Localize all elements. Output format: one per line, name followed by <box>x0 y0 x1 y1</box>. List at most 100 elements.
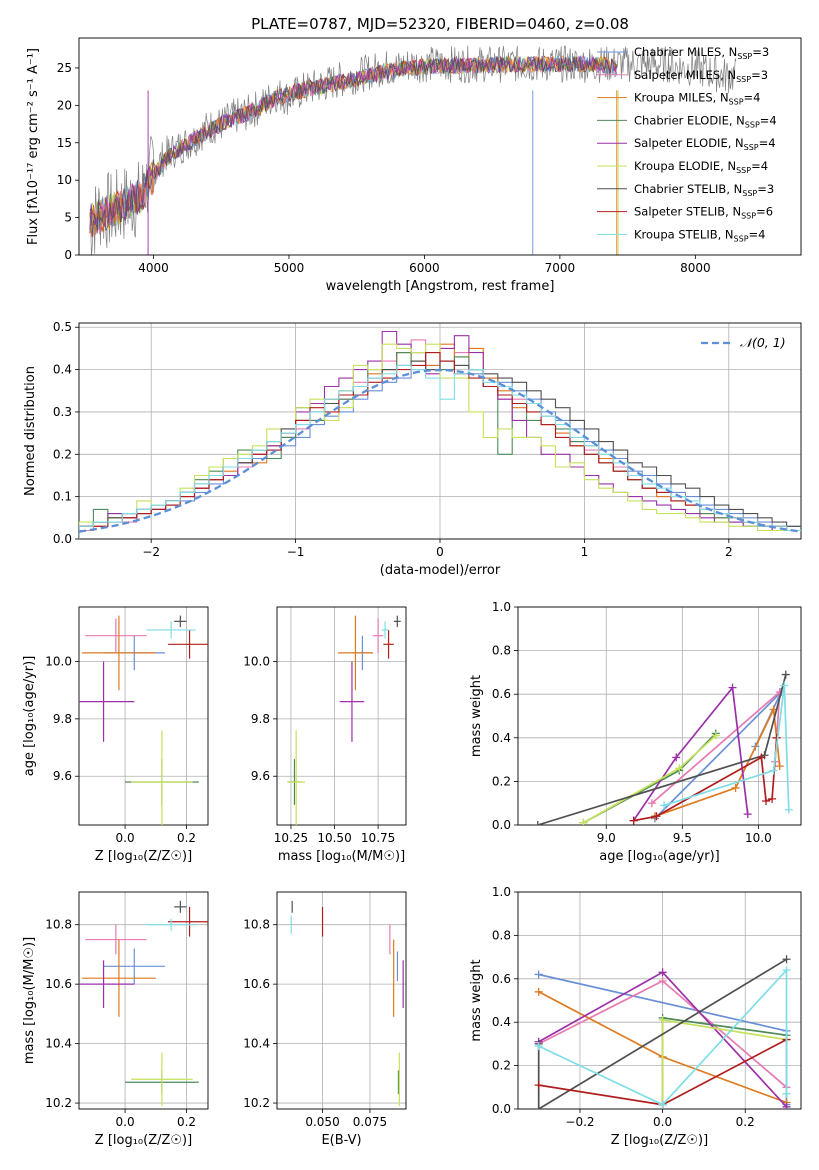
x-axis-label: wavelength [Angstrom, rest frame] <box>326 279 555 294</box>
plot-area <box>534 955 791 1109</box>
y-tick-label: 0.2 <box>492 1059 511 1073</box>
x-tick-label: 1 <box>581 545 589 559</box>
mass-weight-series <box>537 674 787 825</box>
y-tick-label: 0.4 <box>492 731 511 745</box>
plus-marker <box>534 1042 543 1051</box>
residuals-panel: −2 −1 0 1 2 0.0 0.1 0.2 0.3 0.4 0.5 (data-model)/er… <box>23 320 802 578</box>
y-tick-label: 0.0 <box>53 532 72 546</box>
y-tick-label: 9.6 <box>251 769 270 783</box>
plus-marker <box>743 810 752 819</box>
y-tick-label: 0.1 <box>53 490 72 504</box>
x-tick-label: 5000 <box>274 261 305 275</box>
axes-frame <box>78 891 209 1110</box>
error-bar-point <box>372 618 384 653</box>
error-bar-point <box>381 621 389 639</box>
y-tick-label: 20 <box>57 98 72 112</box>
plus-marker <box>534 1081 543 1090</box>
x-tick-label: 7000 <box>545 261 576 275</box>
mass-weight-series <box>537 958 787 1109</box>
x-tick-label: 0.0 <box>116 831 135 845</box>
legend-entry: Chabrier STELIB, NSSP=3 <box>634 182 774 198</box>
plot-area <box>290 900 404 1107</box>
plus-marker <box>731 783 740 792</box>
x-tick-label: 0.075 <box>353 1115 387 1129</box>
y-tick-label: 0.4 <box>492 1015 511 1029</box>
legend-entry: Salpeter ELODIE, NSSP=4 <box>634 136 776 152</box>
y-tick-label: 0.2 <box>53 447 72 461</box>
x-axis-label: Z [log₁₀(Z/Z☉)] <box>95 849 192 864</box>
figure-title: PLATE=0787, MJD=52320, FIBERID=0460, z=0… <box>251 15 629 33</box>
x-axis-label: mass [log₁₀(M/M☉)] <box>278 849 405 864</box>
error-bar-point <box>82 615 156 691</box>
y-tick-label: 10.4 <box>243 1037 270 1051</box>
x-tick-label: −2 <box>142 545 160 559</box>
y-tick-label: 10.8 <box>243 918 270 932</box>
x-axis-label: E(B-V) <box>321 1133 361 1148</box>
mass-weight-series <box>633 737 778 822</box>
plus-marker <box>782 966 791 975</box>
plus-marker <box>660 801 669 810</box>
x-tick-label: 0.0 <box>116 1115 135 1129</box>
x-tick-label: 0.050 <box>305 1115 339 1129</box>
legend-entry: Salpeter MILES, NSSP=3 <box>634 68 768 84</box>
axes-frame <box>276 606 407 826</box>
legend-entry: Chabrier MILES, NSSP=3 <box>634 45 769 61</box>
axes-frame <box>78 37 802 256</box>
legend-entry: 𝒩(0, 1) <box>740 335 786 350</box>
model-spectrum-line <box>89 55 617 238</box>
y-tick-label: 9.8 <box>251 712 270 726</box>
y-axis-label: mass weight <box>469 959 484 1041</box>
error-bar-point <box>82 939 156 1017</box>
plot-area <box>287 615 401 825</box>
mass-weight-series <box>582 734 717 824</box>
y-tick-label: 0.8 <box>492 644 511 658</box>
y-tick-label: 10.0 <box>243 655 270 669</box>
x-tick-label: 10.0 <box>745 831 772 845</box>
error-bar-point <box>85 618 147 653</box>
plus-marker <box>652 812 661 821</box>
x-tick-label: 10.50 <box>317 831 351 845</box>
normal-distribution-curve <box>79 368 801 533</box>
plus-marker <box>534 1105 543 1109</box>
error-bar-point <box>146 918 196 931</box>
error-bar-point <box>79 661 135 742</box>
error-bar-point <box>338 615 373 691</box>
plus-marker <box>658 1100 667 1109</box>
y-tick-label: 0.5 <box>53 320 72 334</box>
x-tick-label: 6000 <box>409 261 440 275</box>
x-axis-label: Z [log₁₀(Z/Z☉)] <box>611 1133 708 1148</box>
x-axis-label: age [log₁₀(age/yr)] <box>599 849 720 864</box>
y-tick-label: 0.6 <box>492 687 511 701</box>
y-tick-label: 1.0 <box>492 885 511 899</box>
x-tick-label: 0.2 <box>177 831 196 845</box>
y-tick-label: 10.0 <box>45 655 72 669</box>
mass-vs-metallicity-panel: 0.0 0.2 10.2 10.4 10.6 10.8 Z [log₁₀(Z/Z☉)] mas… <box>22 891 209 1148</box>
plus-marker <box>762 797 771 806</box>
plus-marker <box>757 753 766 762</box>
y-axis-label: Normed distribution <box>23 366 38 496</box>
plus-marker <box>782 955 791 964</box>
mass-weight-series <box>663 685 790 810</box>
plus-marker <box>728 683 737 692</box>
axes-frame <box>276 891 407 1110</box>
axes-frame <box>517 606 802 826</box>
error-bar-point <box>168 629 208 659</box>
error-bar-point <box>131 1052 193 1107</box>
x-axis-label: (data-model)/error <box>380 563 501 578</box>
x-tick-label: 4000 <box>138 261 169 275</box>
y-axis-label: age [log₁₀(age/yr)] <box>22 656 37 777</box>
plus-marker <box>672 753 681 762</box>
y-tick-label: 0.4 <box>53 363 72 377</box>
model-spectrum-line <box>89 55 617 235</box>
plot-area <box>79 615 208 825</box>
y-tick-label: 0.2 <box>492 774 511 788</box>
axes-frame <box>78 606 209 826</box>
plus-marker <box>675 764 684 773</box>
error-bar-point <box>174 615 187 628</box>
y-tick-label: 9.8 <box>53 712 72 726</box>
plus-marker <box>768 794 777 803</box>
y-tick-label: 10.4 <box>45 1037 72 1051</box>
plus-marker <box>579 818 588 825</box>
plus-marker <box>533 821 542 825</box>
y-tick-label: 0.3 <box>53 405 72 419</box>
